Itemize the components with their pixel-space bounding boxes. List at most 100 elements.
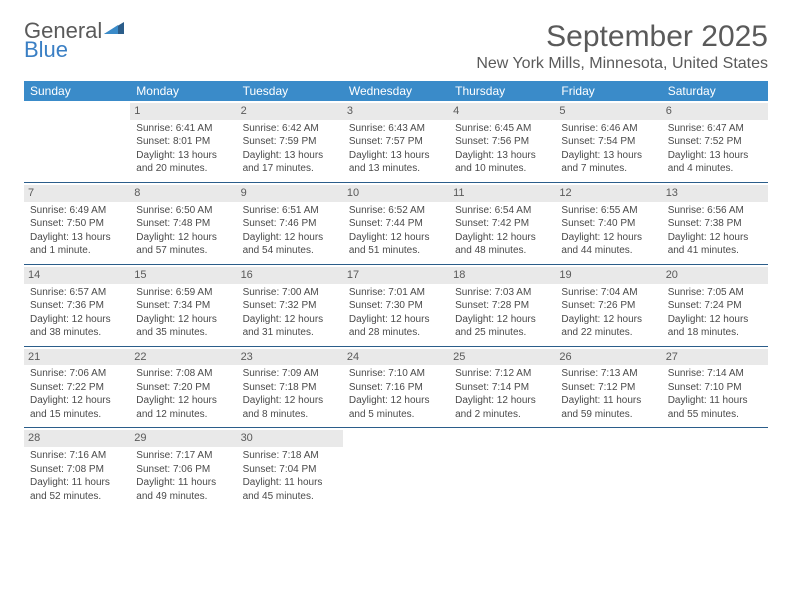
- calendar-day-cell: 1Sunrise: 6:41 AMSunset: 8:01 PMDaylight…: [130, 101, 236, 182]
- calendar-day-cell: [24, 101, 130, 182]
- day-info-line: Daylight: 11 hours: [30, 476, 124, 490]
- day-info-line: and 7 minutes.: [561, 162, 655, 176]
- day-number: 12: [555, 185, 661, 202]
- day-info-line: and 35 minutes.: [136, 326, 230, 340]
- day-info-line: Sunrise: 7:05 AM: [668, 286, 762, 300]
- day-number: 29: [130, 430, 236, 447]
- day-number: 30: [237, 430, 343, 447]
- calendar-day-cell: 6 Sunrise: 6:47 AMSunset: 7:52 PMDaylight…: [662, 101, 768, 182]
- day-info-line: and 28 minutes.: [349, 326, 443, 340]
- calendar-day-cell: 12Sunrise: 6:55 AMSunset: 7:40 PMDayligh…: [555, 182, 661, 264]
- day-info-line: Sunrise: 6:57 AM: [30, 286, 124, 300]
- day-info-line: Sunset: 8:01 PM: [136, 135, 230, 149]
- day-info-line: Sunset: 7:04 PM: [243, 463, 337, 477]
- day-info-line: Daylight: 13 hours: [561, 149, 655, 163]
- calendar-day-cell: 27Sunrise: 7:14 AMSunset: 7:10 PMDayligh…: [662, 346, 768, 428]
- day-info-line: Sunset: 7:57 PM: [349, 135, 443, 149]
- day-info-line: Daylight: 12 hours: [243, 231, 337, 245]
- day-info-line: Sunset: 7:59 PM: [243, 135, 337, 149]
- day-info-line: Sunset: 7:26 PM: [561, 299, 655, 313]
- calendar-body: 1Sunrise: 6:41 AMSunset: 8:01 PMDaylight…: [24, 101, 768, 509]
- day-info-line: Daylight: 12 hours: [30, 313, 124, 327]
- day-number: 18: [449, 267, 555, 284]
- calendar-day-cell: 24Sunrise: 7:10 AMSunset: 7:16 PMDayligh…: [343, 346, 449, 428]
- day-info-line: and 54 minutes.: [243, 244, 337, 258]
- day-info-line: and 49 minutes.: [136, 490, 230, 504]
- day-info-line: Daylight: 12 hours: [243, 313, 337, 327]
- weekday-header-row: Sunday Monday Tuesday Wednesday Thursday…: [24, 81, 768, 101]
- day-info-line: Sunset: 7:18 PM: [243, 381, 337, 395]
- weekday-header: Wednesday: [343, 81, 449, 101]
- day-info-line: Sunrise: 7:12 AM: [455, 367, 549, 381]
- day-number: 10: [343, 185, 449, 202]
- weekday-header: Monday: [130, 81, 236, 101]
- day-info-line: Sunrise: 7:00 AM: [243, 286, 337, 300]
- calendar-day-cell: 9Sunrise: 6:51 AMSunset: 7:46 PMDaylight…: [237, 182, 343, 264]
- day-info-line: Sunrise: 6:47 AM: [668, 122, 762, 136]
- day-info-line: and 51 minutes.: [349, 244, 443, 258]
- day-info-line: Sunrise: 7:03 AM: [455, 286, 549, 300]
- weekday-header: Thursday: [449, 81, 555, 101]
- day-info-line: Sunset: 7:36 PM: [30, 299, 124, 313]
- day-number: 2: [237, 103, 343, 120]
- day-number: 28: [24, 430, 130, 447]
- day-info-line: Sunset: 7:54 PM: [561, 135, 655, 149]
- day-info-line: Daylight: 12 hours: [349, 231, 443, 245]
- day-number: 6: [662, 103, 768, 120]
- day-info-line: and 15 minutes.: [30, 408, 124, 422]
- day-info-line: and 2 minutes.: [455, 408, 549, 422]
- calendar-day-cell: [449, 428, 555, 509]
- day-number: 3: [343, 103, 449, 120]
- day-info-line: and 59 minutes.: [561, 408, 655, 422]
- day-info-line: Sunset: 7:46 PM: [243, 217, 337, 231]
- day-info-line: Sunrise: 6:51 AM: [243, 204, 337, 218]
- day-info-line: Sunset: 7:30 PM: [349, 299, 443, 313]
- day-info-line: Sunrise: 6:41 AM: [136, 122, 230, 136]
- day-info-line: Daylight: 12 hours: [455, 394, 549, 408]
- calendar-day-cell: 30Sunrise: 7:18 AMSunset: 7:04 PMDayligh…: [237, 428, 343, 509]
- day-info-line: Sunrise: 7:10 AM: [349, 367, 443, 381]
- day-info-line: Daylight: 13 hours: [243, 149, 337, 163]
- header: September 2025 New York Mills, Minnesota…: [24, 20, 768, 73]
- day-info-line: Sunset: 7:16 PM: [349, 381, 443, 395]
- day-info-line: Sunset: 7:42 PM: [455, 217, 549, 231]
- day-number: 4: [449, 103, 555, 120]
- day-info-line: Sunrise: 6:46 AM: [561, 122, 655, 136]
- day-info-line: Daylight: 11 hours: [136, 476, 230, 490]
- day-info-line: Daylight: 12 hours: [136, 313, 230, 327]
- calendar-day-cell: 23Sunrise: 7:09 AMSunset: 7:18 PMDayligh…: [237, 346, 343, 428]
- day-info-line: and 31 minutes.: [243, 326, 337, 340]
- day-info-line: and 22 minutes.: [561, 326, 655, 340]
- day-info-line: Sunset: 7:06 PM: [136, 463, 230, 477]
- day-number: 22: [130, 349, 236, 366]
- calendar-day-cell: 13Sunrise: 6:56 AMSunset: 7:38 PMDayligh…: [662, 182, 768, 264]
- calendar-day-cell: 4Sunrise: 6:45 AMSunset: 7:56 PMDaylight…: [449, 101, 555, 182]
- day-info-line: Daylight: 12 hours: [455, 313, 549, 327]
- day-number: 21: [24, 349, 130, 366]
- day-info-line: Daylight: 12 hours: [243, 394, 337, 408]
- day-info-line: Sunrise: 7:01 AM: [349, 286, 443, 300]
- calendar-page: General Blue September 2025 New York Mil…: [0, 0, 792, 529]
- calendar-week-row: 28Sunrise: 7:16 AMSunset: 7:08 PMDayligh…: [24, 428, 768, 509]
- day-info-line: Daylight: 13 hours: [668, 149, 762, 163]
- day-info-line: Daylight: 12 hours: [561, 231, 655, 245]
- day-info-line: Sunset: 7:48 PM: [136, 217, 230, 231]
- day-info-line: Sunset: 7:52 PM: [668, 135, 762, 149]
- day-info-line: Daylight: 12 hours: [30, 394, 124, 408]
- calendar-week-row: 1Sunrise: 6:41 AMSunset: 8:01 PMDaylight…: [24, 101, 768, 182]
- day-number: 11: [449, 185, 555, 202]
- day-number: 5: [555, 103, 661, 120]
- day-info-line: Sunrise: 6:49 AM: [30, 204, 124, 218]
- weekday-header: Friday: [555, 81, 661, 101]
- day-info-line: Daylight: 13 hours: [30, 231, 124, 245]
- calendar-day-cell: [662, 428, 768, 509]
- day-info-line: Sunset: 7:44 PM: [349, 217, 443, 231]
- day-info-line: and 13 minutes.: [349, 162, 443, 176]
- calendar-day-cell: 14Sunrise: 6:57 AMSunset: 7:36 PMDayligh…: [24, 264, 130, 346]
- day-info-line: Daylight: 12 hours: [136, 231, 230, 245]
- calendar-day-cell: 28Sunrise: 7:16 AMSunset: 7:08 PMDayligh…: [24, 428, 130, 509]
- day-info-line: Sunrise: 7:16 AM: [30, 449, 124, 463]
- day-info-line: Daylight: 12 hours: [136, 394, 230, 408]
- day-number: 8: [130, 185, 236, 202]
- calendar-day-cell: 3Sunrise: 6:43 AMSunset: 7:57 PMDaylight…: [343, 101, 449, 182]
